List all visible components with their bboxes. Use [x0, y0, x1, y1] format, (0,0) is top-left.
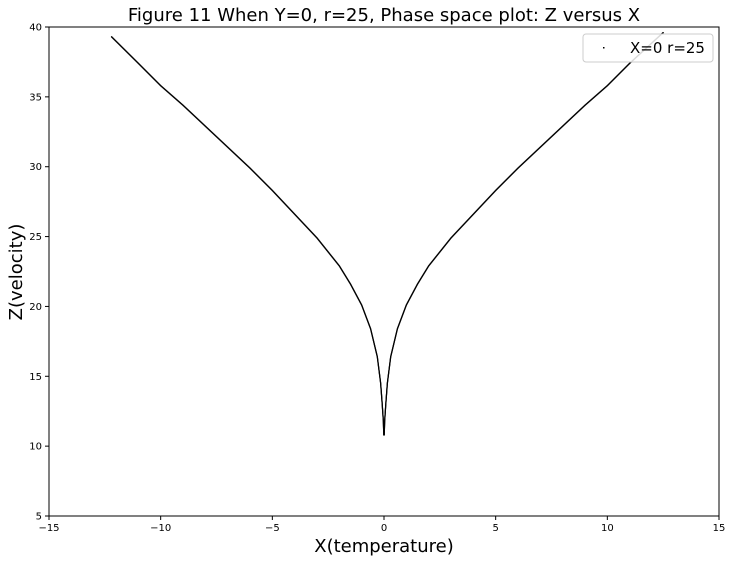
- x-axis: −15 −10 −5 0 5 10 15: [38, 516, 725, 534]
- y-axis: 5 10 15 20 25 30 35 40: [29, 23, 49, 523]
- x-tick-label: −15: [38, 523, 59, 534]
- y-tick-label: 30: [29, 162, 42, 173]
- chart-title: Figure 11 When Y=0, r=25, Phase space pl…: [128, 5, 640, 26]
- y-tick-label: 35: [29, 92, 42, 103]
- legend-marker: [603, 47, 605, 49]
- y-tick-label: 10: [29, 442, 42, 453]
- y-tick-label: 5: [36, 512, 42, 523]
- x-tick-label: 10: [601, 523, 614, 534]
- x-tick-label: −5: [265, 523, 280, 534]
- x-tick-label: 15: [713, 523, 726, 534]
- x-tick-label: 5: [492, 523, 498, 534]
- legend: X=0 r=25: [582, 33, 714, 63]
- legend-box: [582, 33, 714, 63]
- left-branch: [110, 36, 385, 436]
- y-tick-label: 40: [29, 23, 42, 34]
- y-tick-label: 25: [29, 232, 42, 243]
- y-tick-label: 15: [29, 372, 42, 383]
- x-tick-label: 0: [381, 523, 387, 534]
- x-tick-label: −10: [150, 523, 171, 534]
- legend-label: X=0 r=25: [630, 39, 705, 57]
- x-axis-label: X(temperature): [314, 536, 454, 557]
- y-tick-label: 20: [29, 302, 42, 313]
- y-axis-label: Z(velocity): [6, 224, 27, 321]
- data-layer: [110, 31, 664, 436]
- data-point: [662, 31, 664, 34]
